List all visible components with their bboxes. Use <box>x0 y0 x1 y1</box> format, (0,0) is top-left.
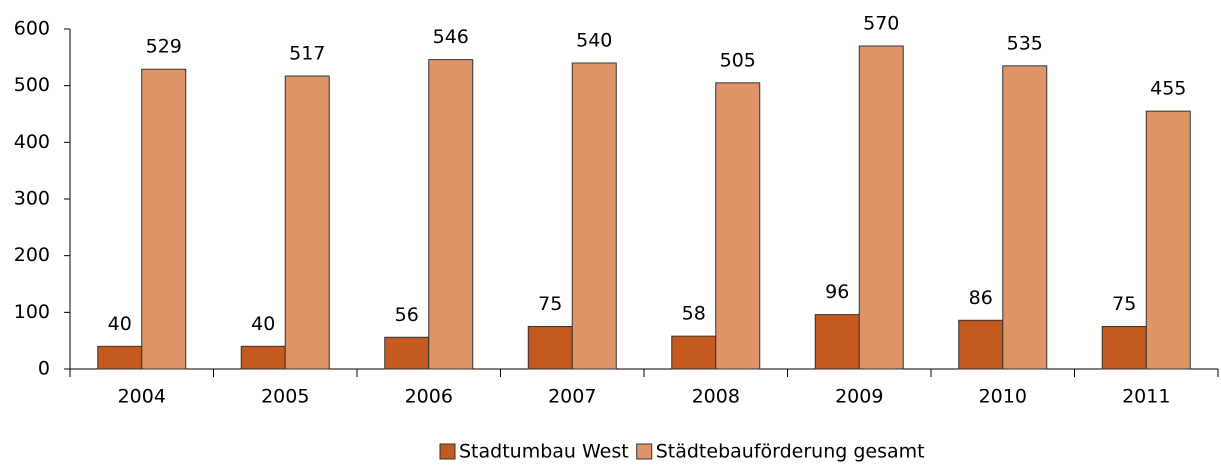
bar <box>571 62 617 370</box>
y-tick-label: 0 <box>38 358 50 380</box>
bar <box>284 75 330 370</box>
bar <box>1145 110 1191 370</box>
x-tick-label: 2006 <box>405 386 453 408</box>
bar <box>715 82 761 370</box>
y-tick-label: 100 <box>14 301 50 323</box>
bar <box>141 68 187 370</box>
y-tick-label: 400 <box>14 131 50 153</box>
data-label: 505 <box>720 49 756 71</box>
y-tick-label: 500 <box>14 74 50 96</box>
bar <box>97 345 143 370</box>
data-label: 570 <box>863 13 899 35</box>
data-label: 517 <box>289 43 325 65</box>
bar <box>428 59 474 370</box>
data-label: 40 <box>108 313 132 335</box>
x-tick-label: 2004 <box>118 386 166 408</box>
bar <box>858 45 904 370</box>
data-label: 75 <box>538 293 562 315</box>
data-label: 535 <box>1007 32 1043 54</box>
legend-label: Stadtumbau West <box>459 441 629 463</box>
bar <box>240 345 286 370</box>
bar <box>1101 326 1147 370</box>
y-tick-label: 200 <box>14 244 50 266</box>
data-label: 540 <box>576 30 612 52</box>
x-tick-label: 2007 <box>548 386 596 408</box>
bar <box>527 326 573 370</box>
legend-swatch <box>636 443 653 460</box>
y-tick-label: 600 <box>14 18 50 40</box>
data-label: 75 <box>1112 293 1136 315</box>
x-tick-label: 2011 <box>1122 386 1170 408</box>
data-label: 40 <box>251 313 275 335</box>
bar <box>384 336 430 370</box>
legend-swatch <box>439 443 456 460</box>
bar <box>1002 65 1048 370</box>
x-tick-label: 2005 <box>261 386 309 408</box>
data-label: 86 <box>969 287 993 309</box>
y-tick-label: 300 <box>14 188 50 210</box>
bar <box>958 319 1004 370</box>
data-label: 455 <box>1150 78 1186 100</box>
data-label: 56 <box>395 304 419 326</box>
bar <box>671 335 717 370</box>
data-label: 58 <box>682 303 706 325</box>
data-label: 96 <box>825 281 849 303</box>
x-tick-label: 2008 <box>692 386 740 408</box>
bar <box>814 314 860 370</box>
data-label: 529 <box>146 36 182 58</box>
x-tick-label: 2009 <box>835 386 883 408</box>
legend-label: Städtebauförderung gesamt <box>656 441 925 463</box>
data-label: 546 <box>433 26 469 48</box>
x-tick-label: 2010 <box>979 386 1027 408</box>
